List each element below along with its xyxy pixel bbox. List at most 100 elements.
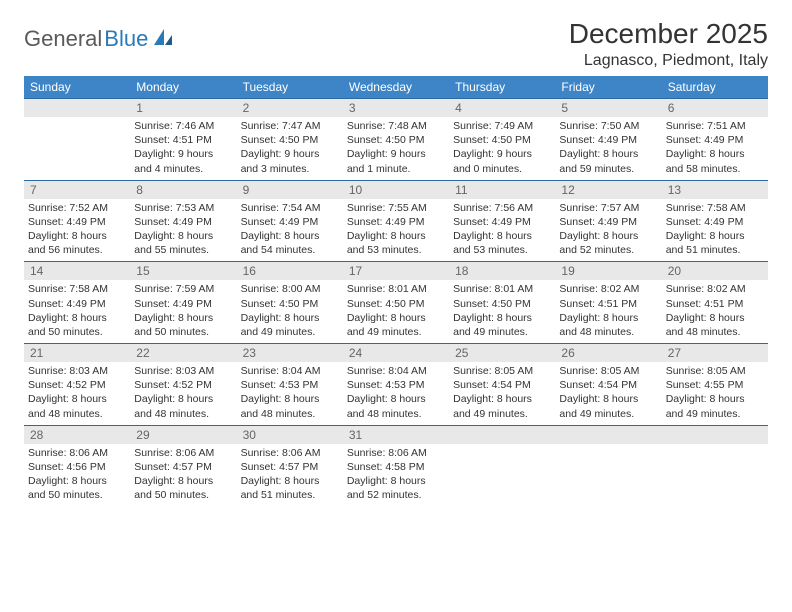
sunset-text: Sunset: 4:49 PM	[28, 297, 126, 311]
day-header: Wednesday	[343, 76, 449, 99]
sunset-text: Sunset: 4:57 PM	[241, 460, 339, 474]
sunrise-text: Sunrise: 7:57 AM	[559, 201, 657, 215]
sunset-text: Sunset: 4:58 PM	[347, 460, 445, 474]
sunrise-text: Sunrise: 7:50 AM	[559, 119, 657, 133]
day-number-cell: 9	[237, 180, 343, 199]
daylight-text: Daylight: 8 hours and 49 minutes.	[559, 392, 657, 420]
sunrise-text: Sunrise: 8:06 AM	[347, 446, 445, 460]
sunset-text: Sunset: 4:54 PM	[453, 378, 551, 392]
day-detail-row: Sunrise: 7:52 AMSunset: 4:49 PMDaylight:…	[24, 199, 768, 262]
sunrise-text: Sunrise: 7:48 AM	[347, 119, 445, 133]
day-detail-cell: Sunrise: 7:46 AMSunset: 4:51 PMDaylight:…	[130, 117, 236, 180]
day-detail-cell: Sunrise: 8:06 AMSunset: 4:58 PMDaylight:…	[343, 444, 449, 507]
sunset-text: Sunset: 4:53 PM	[347, 378, 445, 392]
sunrise-text: Sunrise: 7:51 AM	[666, 119, 764, 133]
sunrise-text: Sunrise: 7:55 AM	[347, 201, 445, 215]
day-detail-cell: Sunrise: 8:05 AMSunset: 4:54 PMDaylight:…	[449, 362, 555, 425]
sunrise-text: Sunrise: 8:05 AM	[559, 364, 657, 378]
sunset-text: Sunset: 4:51 PM	[134, 133, 232, 147]
daylight-text: Daylight: 8 hours and 52 minutes.	[347, 474, 445, 502]
day-number-cell: 6	[662, 99, 768, 118]
sunset-text: Sunset: 4:50 PM	[347, 297, 445, 311]
day-detail-cell	[555, 444, 661, 507]
day-detail-cell	[449, 444, 555, 507]
sunset-text: Sunset: 4:50 PM	[453, 133, 551, 147]
day-detail-row: Sunrise: 7:46 AMSunset: 4:51 PM Daylight:…	[24, 117, 768, 180]
sunrise-text: Sunrise: 8:03 AM	[134, 364, 232, 378]
day-detail-cell: Sunrise: 7:52 AMSunset: 4:49 PMDaylight:…	[24, 199, 130, 262]
daylight-text: Daylight: 8 hours and 58 minutes.	[666, 147, 764, 175]
day-number-cell: 30	[237, 425, 343, 444]
sunrise-text: Sunrise: 7:46 AM	[134, 119, 232, 133]
day-header: Tuesday	[237, 76, 343, 99]
daylight-text: Daylight: 8 hours and 48 minutes.	[559, 311, 657, 339]
day-detail-cell: Sunrise: 8:01 AMSunset: 4:50 PMDaylight:…	[343, 280, 449, 343]
day-header: Friday	[555, 76, 661, 99]
day-number-cell: 20	[662, 262, 768, 281]
day-detail-cell: Sunrise: 8:04 AMSunset: 4:53 PMDaylight:…	[237, 362, 343, 425]
sunrise-text: Sunrise: 7:47 AM	[241, 119, 339, 133]
day-number-cell: 18	[449, 262, 555, 281]
day-number-cell	[555, 425, 661, 444]
sunrise-text: Sunrise: 8:05 AM	[453, 364, 551, 378]
sunset-text: Sunset: 4:49 PM	[134, 297, 232, 311]
day-number-cell	[24, 99, 130, 118]
sunrise-text: Sunrise: 8:03 AM	[28, 364, 126, 378]
daylight-text: Daylight: 8 hours and 51 minutes.	[666, 229, 764, 257]
daylight-text: Daylight: 8 hours and 54 minutes.	[241, 229, 339, 257]
daylight-text: Daylight: 8 hours and 50 minutes.	[134, 474, 232, 502]
day-number-cell: 11	[449, 180, 555, 199]
day-detail-cell: Sunrise: 7:57 AMSunset: 4:49 PMDaylight:…	[555, 199, 661, 262]
sunrise-text: Sunrise: 7:52 AM	[28, 201, 126, 215]
day-detail-row: Sunrise: 7:58 AMSunset: 4:49 PMDaylight:…	[24, 280, 768, 343]
day-detail-cell: Sunrise: 8:06 AMSunset: 4:57 PMDaylight:…	[237, 444, 343, 507]
day-number-cell	[449, 425, 555, 444]
calendar-table: Sunday Monday Tuesday Wednesday Thursday…	[24, 76, 768, 506]
day-number-cell: 3	[343, 99, 449, 118]
daylight-text: Daylight: 8 hours and 48 minutes.	[666, 311, 764, 339]
sunset-text: Sunset: 4:49 PM	[241, 215, 339, 229]
day-header: Thursday	[449, 76, 555, 99]
sunset-text: Sunset: 4:52 PM	[28, 378, 126, 392]
day-detail-cell: Sunrise: 7:59 AMSunset: 4:49 PMDaylight:…	[130, 280, 236, 343]
day-number-cell: 8	[130, 180, 236, 199]
day-number-row: 28293031	[24, 425, 768, 444]
sunset-text: Sunset: 4:49 PM	[134, 215, 232, 229]
day-detail-cell: Sunrise: 8:03 AMSunset: 4:52 PMDaylight:…	[24, 362, 130, 425]
sunset-text: Sunset: 4:55 PM	[666, 378, 764, 392]
daylight-text: Daylight: 8 hours and 50 minutes.	[28, 311, 126, 339]
day-detail-cell: Sunrise: 7:58 AMSunset: 4:49 PMDaylight:…	[24, 280, 130, 343]
day-number-cell: 4	[449, 99, 555, 118]
day-detail-cell	[24, 117, 130, 180]
sunrise-text: Sunrise: 8:06 AM	[134, 446, 232, 460]
sunrise-text: Sunrise: 7:59 AM	[134, 282, 232, 296]
sunset-text: Sunset: 4:49 PM	[28, 215, 126, 229]
day-number-cell: 14	[24, 262, 130, 281]
day-number-cell: 13	[662, 180, 768, 199]
day-detail-cell: Sunrise: 8:05 AMSunset: 4:55 PMDaylight:…	[662, 362, 768, 425]
daylight-text: Daylight: 8 hours and 52 minutes.	[559, 229, 657, 257]
day-header-row: Sunday Monday Tuesday Wednesday Thursday…	[24, 76, 768, 99]
sunset-text: Sunset: 4:51 PM	[559, 297, 657, 311]
day-header: Monday	[130, 76, 236, 99]
header: GeneralBlue December 2025 Lagnasco, Pied…	[24, 18, 768, 70]
sunset-text: Sunset: 4:49 PM	[347, 215, 445, 229]
sunrise-text: Sunrise: 7:49 AM	[453, 119, 551, 133]
day-number-cell: 26	[555, 344, 661, 363]
day-detail-cell: Sunrise: 8:03 AMSunset: 4:52 PMDaylight:…	[130, 362, 236, 425]
day-detail-cell: Sunrise: 7:55 AMSunset: 4:49 PMDaylight:…	[343, 199, 449, 262]
day-detail-cell: Sunrise: 8:06 AMSunset: 4:56 PMDaylight:…	[24, 444, 130, 507]
day-number-cell: 24	[343, 344, 449, 363]
sunrise-text: Sunrise: 8:06 AM	[241, 446, 339, 460]
day-number-cell: 1	[130, 99, 236, 118]
daylight-text: Daylight: 8 hours and 53 minutes.	[347, 229, 445, 257]
sunset-text: Sunset: 4:49 PM	[559, 215, 657, 229]
day-number-cell: 2	[237, 99, 343, 118]
sunrise-text: Sunrise: 7:56 AM	[453, 201, 551, 215]
daylight-text: Daylight: 8 hours and 51 minutes.	[241, 474, 339, 502]
day-number-row: 123456	[24, 99, 768, 118]
day-number-cell: 22	[130, 344, 236, 363]
day-detail-cell: Sunrise: 8:04 AMSunset: 4:53 PMDaylight:…	[343, 362, 449, 425]
day-detail-cell: Sunrise: 7:48 AMSunset: 4:50 PMDaylight:…	[343, 117, 449, 180]
sunset-text: Sunset: 4:56 PM	[28, 460, 126, 474]
